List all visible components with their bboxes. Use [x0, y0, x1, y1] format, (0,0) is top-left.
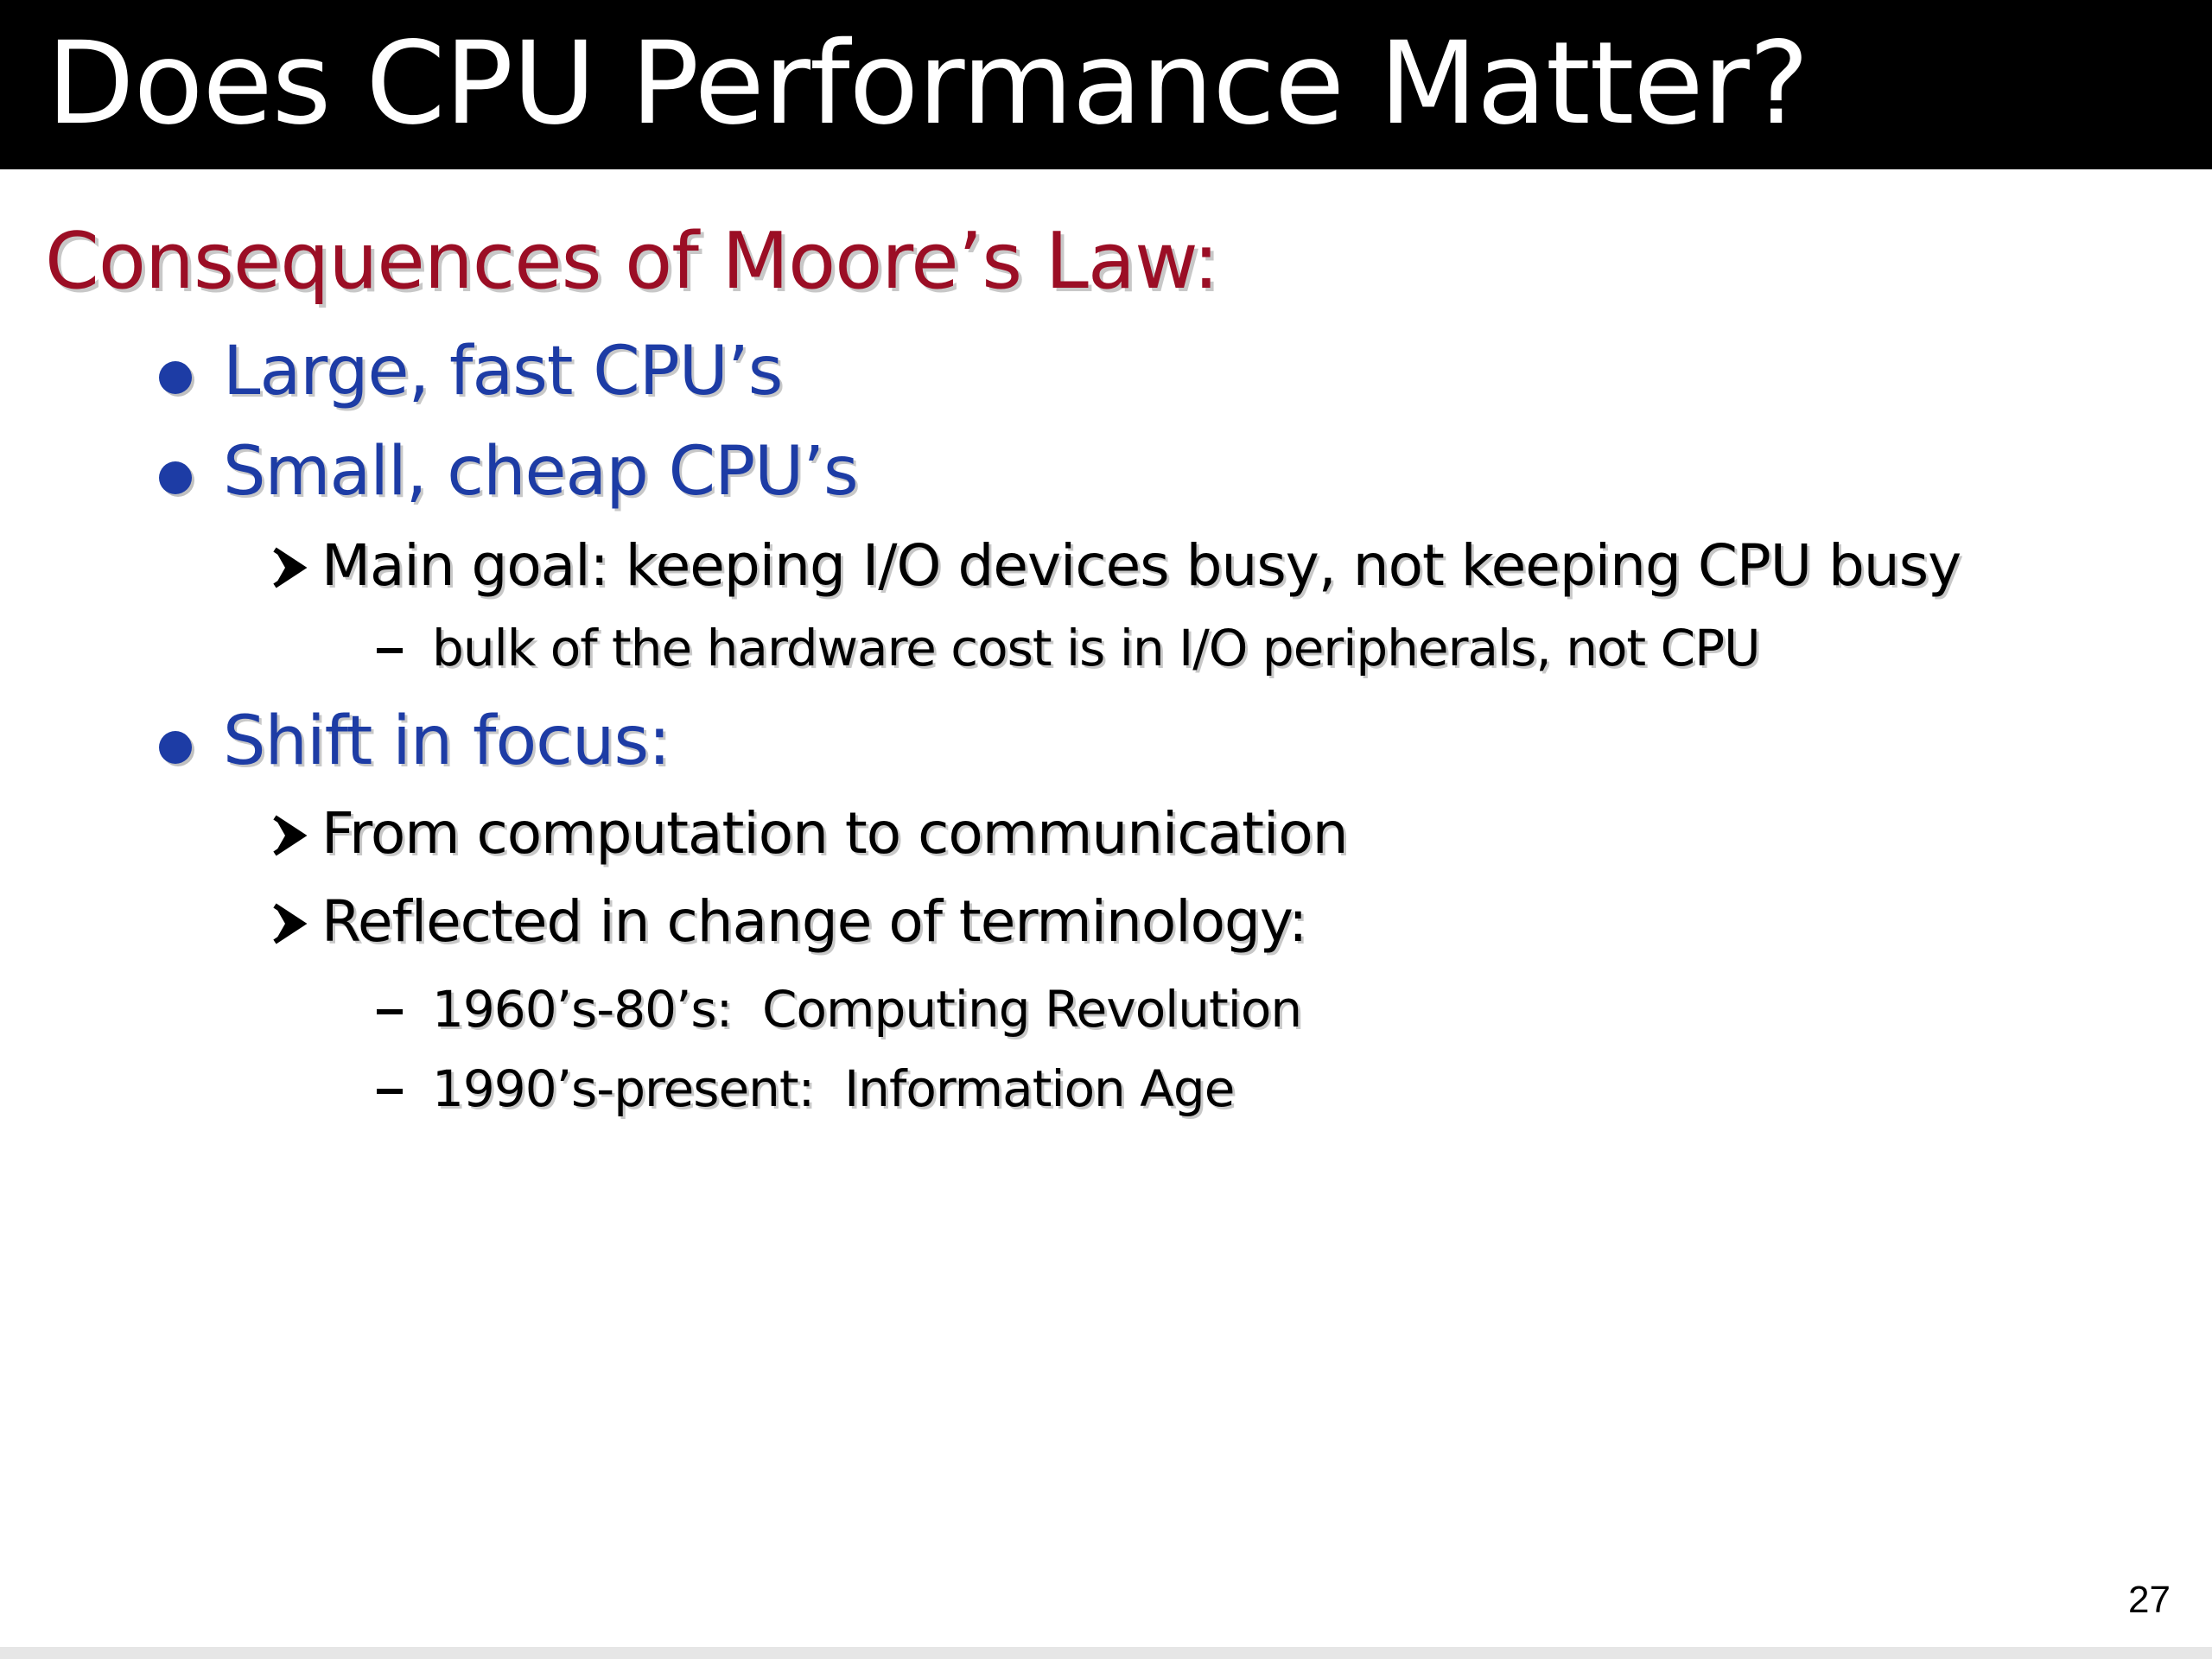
- bullet-dot-icon: [159, 461, 192, 494]
- arrowhead-icon: [273, 815, 308, 856]
- slide-title: Does CPU Performance Matter?: [47, 17, 1809, 150]
- sub-bullet-computation-communication: From computation to communication: [321, 800, 1349, 867]
- sub-sub-bullet-hardware-cost: bulk of the hardware cost is in I/O peri…: [432, 619, 1761, 677]
- dash-icon: [377, 1089, 403, 1094]
- dash-icon: [377, 648, 403, 653]
- sub-sub-bullet-information-age: 1990’s-present: Information Age: [432, 1059, 1235, 1118]
- bullet-small-cheap-cpus: Small, cheap CPU’s: [223, 433, 859, 511]
- sub-sub-bullet-computing-revolution: 1960’s-80’s: Computing Revolution: [432, 980, 1302, 1039]
- bullet-dot-icon: [159, 731, 192, 764]
- bottom-divider: [0, 1647, 2212, 1659]
- page-number: 27: [2128, 1579, 2171, 1621]
- sub-bullet-terminology: Reflected in change of terminology:: [321, 888, 1307, 955]
- arrowhead-icon: [273, 547, 308, 588]
- bullet-dot-icon: [159, 361, 192, 394]
- sub-bullet-main-goal: Main goal: keeping I/O devices busy, not…: [321, 532, 1961, 599]
- title-bar: Does CPU Performance Matter?: [0, 0, 2212, 169]
- bullet-large-fast-cpus: Large, fast CPU’s: [223, 333, 783, 410]
- bullet-shift-in-focus: Shift in focus:: [223, 702, 671, 780]
- dash-icon: [377, 1009, 403, 1014]
- section-heading: Consequences of Moore’s Law:: [45, 216, 1219, 307]
- arrowhead-icon: [273, 903, 308, 944]
